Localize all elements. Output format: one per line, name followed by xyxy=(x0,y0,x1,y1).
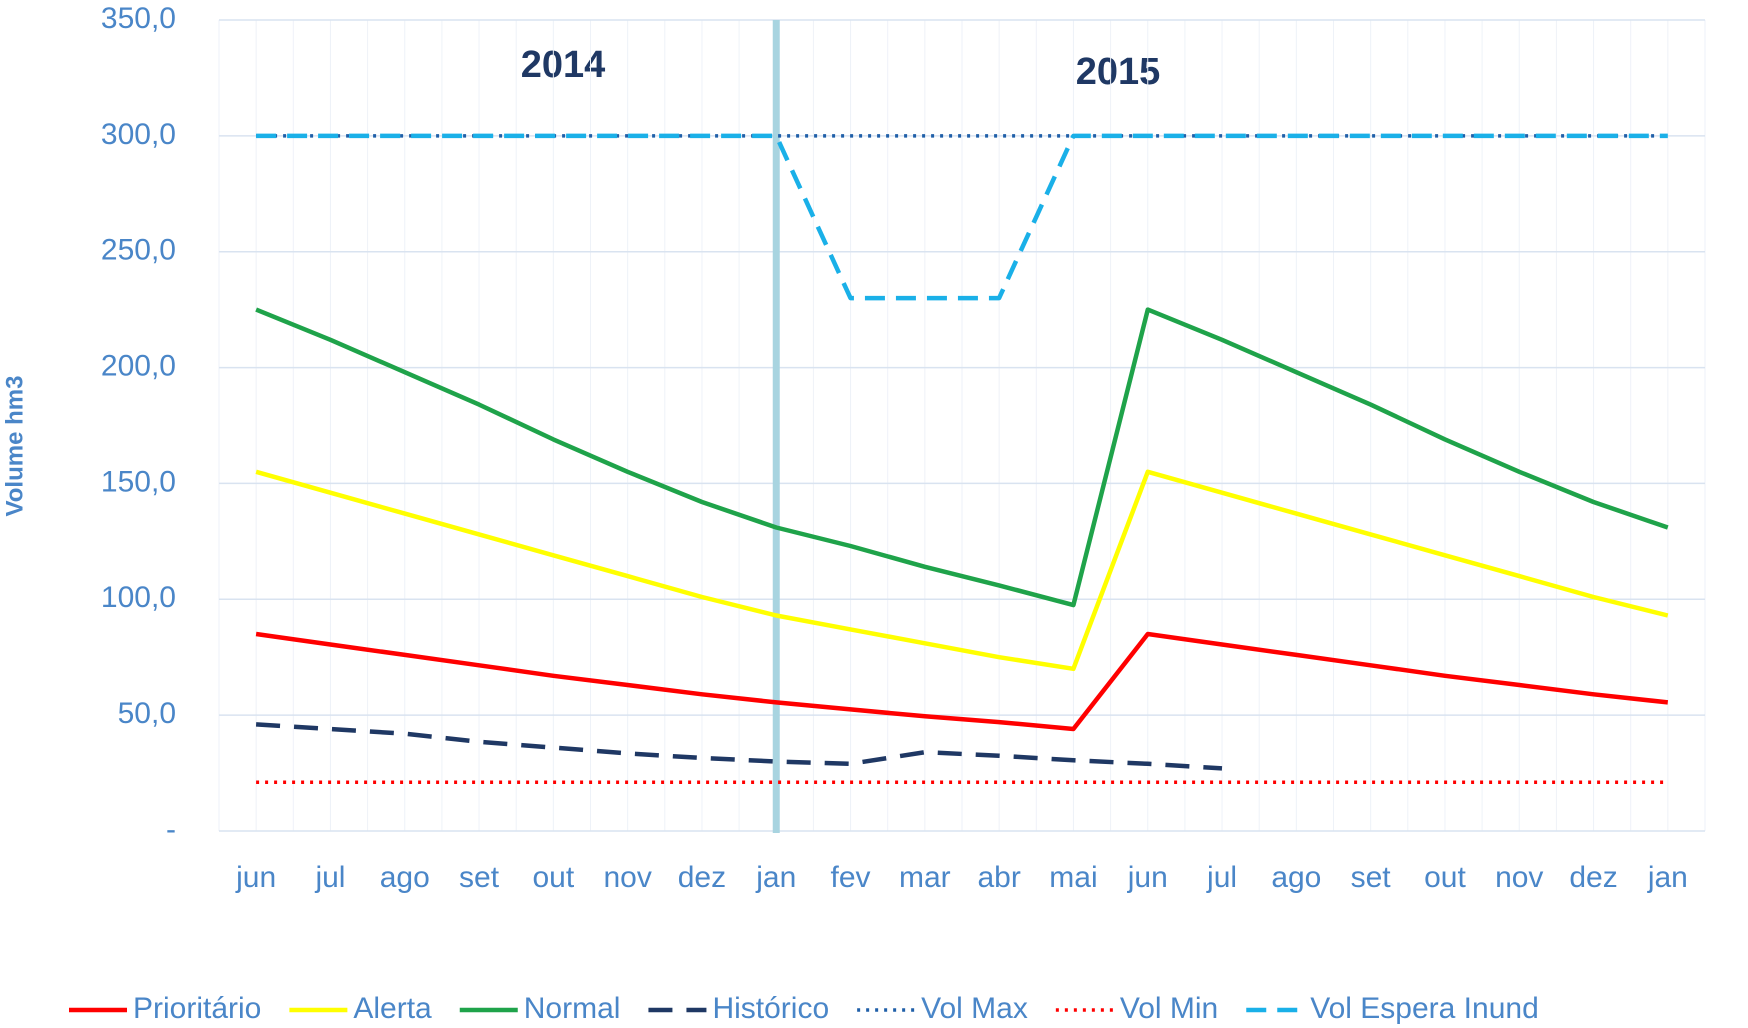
legend-label: Vol Min xyxy=(1120,992,1218,1025)
x-tick-label: jun xyxy=(235,861,276,894)
x-tick-label: out xyxy=(1424,861,1466,894)
x-tick-label: jul xyxy=(314,861,345,894)
y-axis-label: Volume hm3 xyxy=(1,376,28,517)
y-tick-label: 350,0 xyxy=(101,2,176,35)
legend-label: Vol Max xyxy=(921,992,1028,1025)
y-tick-label: - xyxy=(166,813,176,846)
y-tick-label: 50,0 xyxy=(118,697,176,730)
legend-label: Alerta xyxy=(353,992,432,1025)
series-line xyxy=(255,722,1223,771)
x-tick-label: jun xyxy=(1127,861,1168,894)
legend-label: Histórico xyxy=(712,992,829,1025)
x-tick-label: jan xyxy=(755,861,796,894)
annotation: 2015 xyxy=(1076,51,1161,93)
y-tick-label: 100,0 xyxy=(101,581,176,614)
series-line xyxy=(255,631,1669,732)
x-tick-label: fev xyxy=(831,861,871,894)
x-tick-label: ago xyxy=(1271,861,1321,894)
legend-label: Vol Espera Inund xyxy=(1310,992,1539,1025)
x-tick-label: mar xyxy=(899,861,951,894)
x-tick-label: out xyxy=(532,861,574,894)
y-tick-label: 200,0 xyxy=(101,349,176,382)
legend-label: Prioritário xyxy=(133,992,261,1025)
x-tick-label: dez xyxy=(1569,861,1617,894)
annotation: 2014 xyxy=(521,44,606,86)
x-tick-label: mai xyxy=(1049,861,1097,894)
y-tick-label: 300,0 xyxy=(101,118,176,151)
series-line xyxy=(255,469,1669,672)
y-tick-label: 150,0 xyxy=(101,465,176,498)
x-tick-label: nov xyxy=(1495,861,1543,894)
series-line xyxy=(255,307,1669,608)
x-tick-label: set xyxy=(1351,861,1392,894)
x-tick-label: ago xyxy=(380,861,430,894)
x-tick-label: jan xyxy=(1647,861,1688,894)
x-tick-label: abr xyxy=(977,861,1020,894)
y-tick-label: 250,0 xyxy=(101,234,176,267)
legend-label: Normal xyxy=(524,992,621,1025)
x-tick-label: set xyxy=(459,861,500,894)
x-tick-label: dez xyxy=(678,861,726,894)
x-tick-label: jul xyxy=(1206,861,1237,894)
series-line xyxy=(256,133,1668,301)
x-tick-label: nov xyxy=(603,861,651,894)
